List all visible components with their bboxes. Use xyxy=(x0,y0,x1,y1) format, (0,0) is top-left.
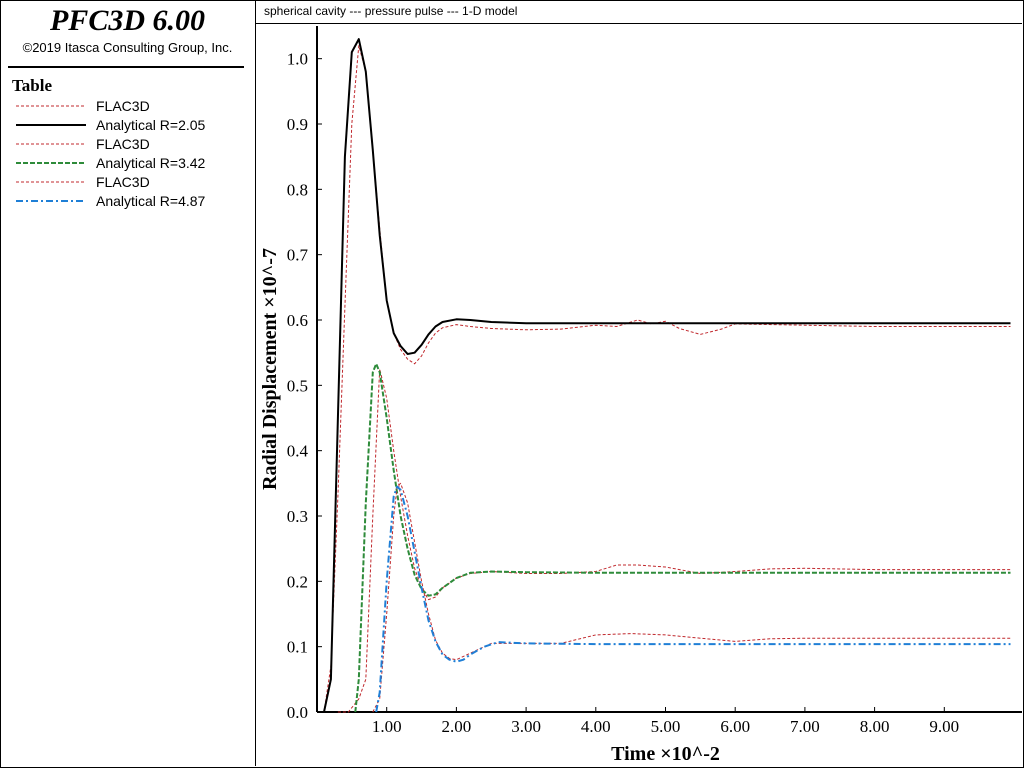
y-tick-label: 1.0 xyxy=(287,50,308,69)
x-tick-label: 4.00 xyxy=(581,717,611,736)
separator-line xyxy=(8,66,244,68)
legend-label: FLAC3D xyxy=(96,136,150,152)
y-tick-label: 0.7 xyxy=(287,246,309,265)
y-tick-label: 0.3 xyxy=(287,507,308,526)
plot-header-bar xyxy=(256,0,1022,24)
legend-label: Analytical R=2.05 xyxy=(96,117,206,133)
legend-swatch xyxy=(16,162,86,164)
legend-item: Analytical R=4.87 xyxy=(14,193,249,212)
legend-swatch xyxy=(16,105,86,107)
series-line xyxy=(372,482,1011,713)
x-axis-label: Time ×10^-2 xyxy=(611,743,720,765)
legend-label: FLAC3D xyxy=(96,174,150,190)
legend-item: FLAC3D xyxy=(14,174,249,193)
x-tick-label: 2.00 xyxy=(442,717,472,736)
legend-label: Analytical R=3.42 xyxy=(96,155,206,171)
y-axis-label: Radial Displacement ×10^-7 xyxy=(259,248,281,490)
x-tick-label: 7.00 xyxy=(790,717,820,736)
legend-label: Analytical R=4.87 xyxy=(96,193,206,209)
legend-swatch xyxy=(16,143,86,145)
y-tick-label: 0.6 xyxy=(287,311,308,330)
x-tick-label: 1.00 xyxy=(372,717,402,736)
legend-swatch xyxy=(16,181,86,183)
series-line xyxy=(323,38,1011,713)
y-tick-label: 0.8 xyxy=(287,180,308,199)
legend-panel: PFC3D 6.00 ©2019 Itasca Consulting Group… xyxy=(0,0,256,766)
y-tick-label: 0.5 xyxy=(287,376,308,395)
legend-item: FLAC3D xyxy=(14,136,249,155)
x-tick-label: 6.00 xyxy=(720,717,750,736)
y-tick-label: 0.9 xyxy=(287,115,308,134)
legend-item: Analytical R=3.42 xyxy=(14,155,249,174)
copyright-text: ©2019 Itasca Consulting Group, Inc. xyxy=(22,40,233,55)
x-tick-label: 8.00 xyxy=(860,717,890,736)
legend-label: FLAC3D xyxy=(96,98,150,114)
legend-item: Analytical R=2.05 xyxy=(14,117,249,136)
legend-swatch xyxy=(16,200,86,202)
legend-title: Table xyxy=(12,76,53,95)
y-tick-label: 0.1 xyxy=(287,638,308,657)
y-tick-label: 0.2 xyxy=(287,572,308,591)
series-line xyxy=(375,485,1011,713)
series-line xyxy=(337,368,1011,713)
x-tick-label: 5.00 xyxy=(651,717,681,736)
legend-swatch xyxy=(16,124,86,126)
y-tick-label: 0.4 xyxy=(287,442,309,461)
series-line xyxy=(354,362,1011,713)
chart-area: 0.0 0.1 0.2 0.3 0.4 0.5 0.6 0.7 0.8 0.9 1.0 1.00 2.0… xyxy=(259,26,1022,765)
x-tick-label: 3.00 xyxy=(511,717,541,736)
app-title: PFC3D 6.00 xyxy=(49,4,205,37)
legend-item: FLAC3D xyxy=(14,98,249,117)
plot-title: spherical cavity --- pressure pulse --- … xyxy=(264,4,518,18)
y-tick-label: 0.0 xyxy=(287,703,308,722)
x-tick-label: 9.00 xyxy=(929,717,959,736)
